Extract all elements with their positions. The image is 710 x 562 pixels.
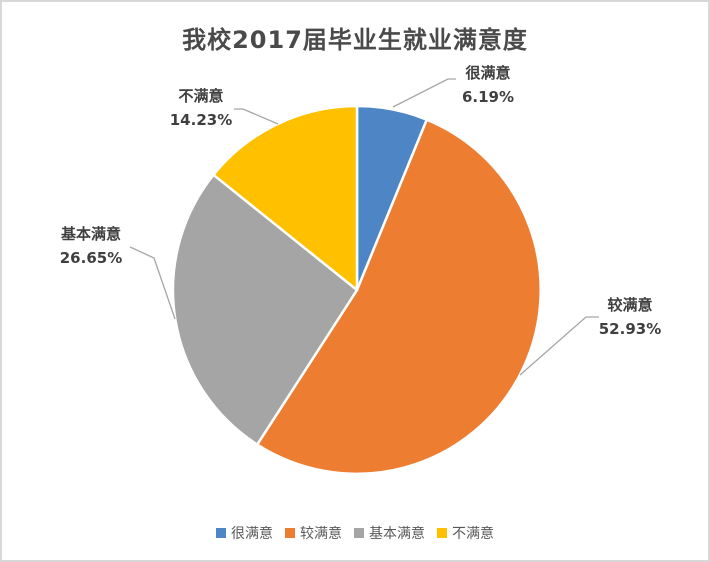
data-label-percent: 52.93%: [598, 320, 662, 338]
leader-line-fairly-satisfied: [519, 316, 599, 376]
legend-swatch-icon: [285, 528, 295, 538]
data-label-percent: 6.19%: [461, 88, 515, 106]
leader-line-basically-satisfied: [129, 246, 176, 320]
data-label-dissatisfied: 不满意 14.23%: [136, 84, 266, 132]
leader-line-very-satisfied: [392, 78, 456, 108]
data-label-basically-satisfied: 基本满意 26.65%: [26, 222, 156, 270]
legend-label: 较满意: [300, 526, 342, 542]
legend-label: 不满意: [452, 526, 494, 542]
legend-label: 很满意: [231, 526, 273, 542]
pie-slice-fairly-satisfied: [255, 118, 542, 476]
legend-item-dissatisfied: 不满意: [437, 523, 494, 543]
legend-swatch-icon: [216, 528, 226, 538]
leader-line-dissatisfied: [234, 108, 279, 125]
chart-title: 我校2017届毕业生就业满意度: [182, 26, 528, 54]
pie-slice-basically-satisfied: [171, 173, 359, 446]
legend-swatch-icon: [437, 528, 447, 538]
legend-item-very-satisfied: 很满意: [216, 523, 273, 543]
legend-swatch-icon: [354, 528, 364, 538]
data-label-percent: 14.23%: [169, 111, 233, 129]
data-label-percent: 26.65%: [59, 249, 123, 267]
data-label-category: 较满意: [607, 296, 653, 314]
legend-item-basically-satisfied: 基本满意: [354, 523, 425, 543]
data-label-category: 不满意: [178, 87, 224, 105]
data-label-category: 基本满意: [60, 225, 121, 243]
data-label-fairly-satisfied: 较满意 52.93%: [565, 293, 695, 341]
data-label-category: 很满意: [465, 64, 511, 82]
data-label-very-satisfied: 很满意 6.19%: [423, 61, 553, 109]
legend-item-fairly-satisfied: 较满意: [285, 523, 342, 543]
chart-legend: 很满意 较满意 基本满意 不满意: [2, 523, 708, 543]
legend-label: 基本满意: [369, 526, 425, 542]
